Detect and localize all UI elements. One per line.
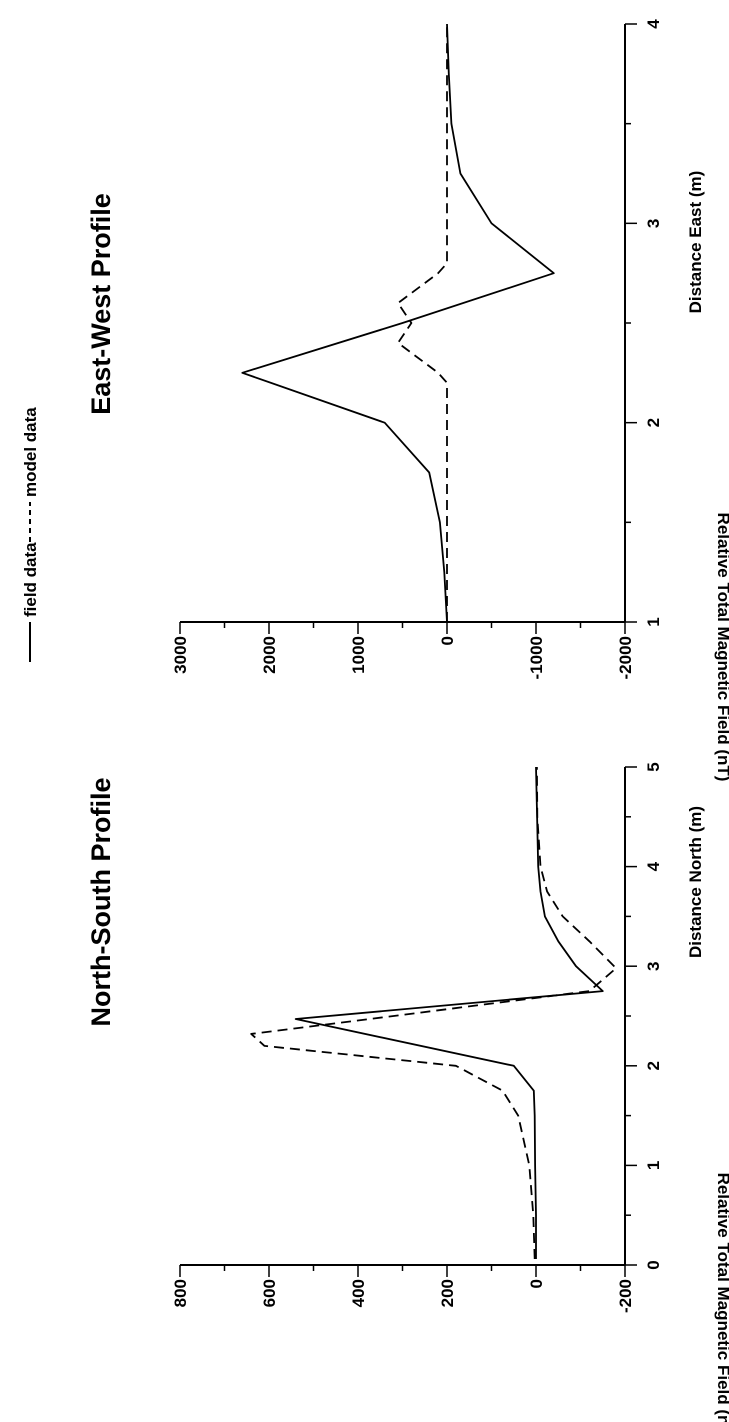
- y-tick-label: 3000: [171, 636, 190, 674]
- x-axis-label: Distance East (m): [686, 171, 705, 314]
- chart-title: East-West Profile: [86, 193, 116, 415]
- legend-model-label: model data: [21, 407, 40, 497]
- x-tick-label: 5: [644, 762, 663, 771]
- y-axis-label: Relative Total Magnetic Field (nT): [714, 1173, 729, 1422]
- y-tick-label: -2000: [616, 636, 635, 679]
- model-data-line: [397, 24, 448, 622]
- axes: -2000 -1000 0 1000 2000 3000 1 2 3 4: [171, 19, 663, 680]
- chart-title: North-South Profile: [86, 778, 116, 1027]
- x-tick-label: 4: [644, 19, 663, 29]
- y-tick-label: 1000: [349, 636, 368, 674]
- east-west-chart: East-West Profile -2000 -1000 0 1000 2000 300…: [86, 19, 729, 782]
- y-tick-label: -1000: [527, 636, 546, 679]
- legend: field data model data: [21, 407, 40, 662]
- y-tick-label: 0: [527, 1279, 546, 1288]
- model-data-line: [250, 766, 617, 1260]
- x-tick-label: 4: [644, 861, 663, 871]
- north-south-chart: North-South Profile -200 0 200 400 600 800 0 1 2…: [86, 762, 729, 1422]
- y-tick-label: 200: [438, 1279, 457, 1307]
- x-tick-label: 2: [644, 1061, 663, 1070]
- series-lines: [250, 766, 617, 1260]
- axes: -200 0 200 400 600 800 0 1 2 3 4 5: [171, 762, 663, 1313]
- x-tick-label: 3: [644, 961, 663, 970]
- x-tick-label: 1: [644, 617, 663, 626]
- y-tick-label: 800: [171, 1279, 190, 1307]
- series-lines: [241, 23, 555, 623]
- y-axis-label: Relative Total Magnetic Field (nT): [714, 513, 729, 782]
- y-tick-label: 2000: [260, 636, 279, 674]
- y-tick-label: -200: [616, 1279, 635, 1313]
- y-tick-label: 600: [260, 1279, 279, 1307]
- field-data-line: [294, 766, 604, 1259]
- legend-field-label: field data: [21, 542, 40, 617]
- y-tick-label: 400: [349, 1279, 368, 1307]
- field-data-line: [241, 23, 555, 623]
- y-tick-label: 0: [438, 636, 457, 645]
- x-tick-label: 3: [644, 219, 663, 228]
- x-tick-label: 2: [644, 418, 663, 427]
- rotated-figure: field data model data North-South Profil…: [21, 19, 729, 1422]
- x-tick-label: 0: [644, 1260, 663, 1269]
- x-tick-label: 1: [644, 1161, 663, 1170]
- x-axis-label: Distance North (m): [686, 806, 705, 958]
